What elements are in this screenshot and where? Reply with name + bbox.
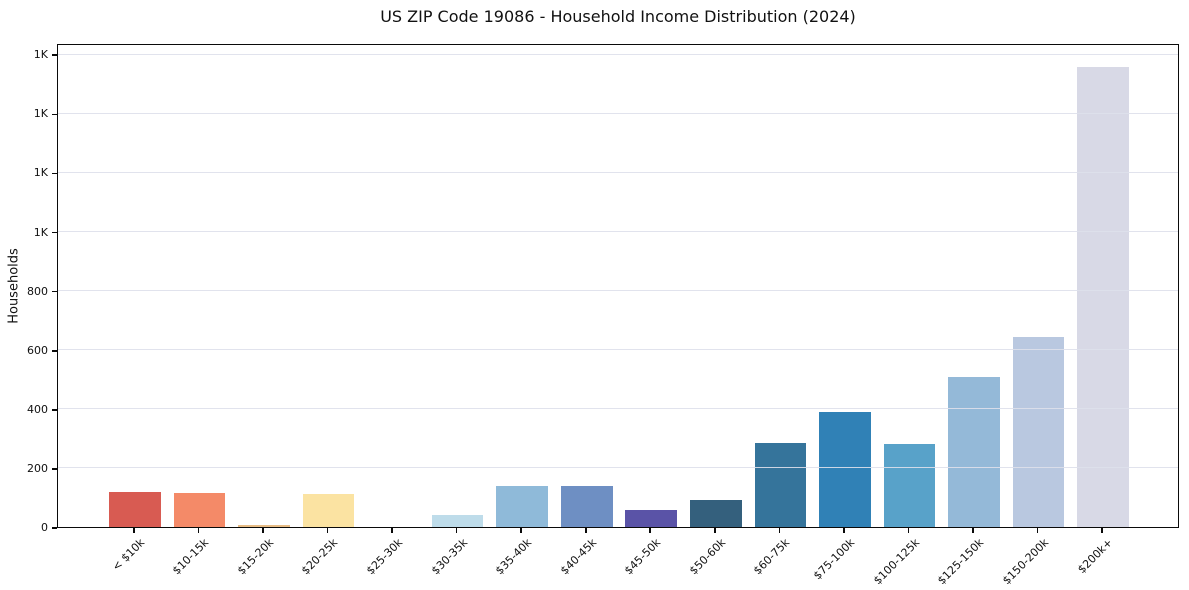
chart-bar [496, 485, 548, 527]
chart-bar [625, 510, 678, 527]
x-tick-mark [1036, 528, 1039, 533]
y-tick-label: 200 [27, 461, 48, 475]
x-tick-label: $20-25k [299, 536, 341, 578]
x-tick-label: $125-150k [935, 536, 987, 588]
x-tick-mark [1101, 528, 1103, 533]
chart-bar [754, 442, 807, 527]
gridline [58, 349, 1178, 351]
x-tick-mark [907, 528, 910, 533]
gridline [58, 467, 1178, 469]
gridline [58, 290, 1178, 292]
x-tick-mark [584, 528, 587, 533]
y-tick-mark [52, 290, 57, 293]
y-tick-label: 0 [41, 521, 48, 534]
x-tick-label: $15-20k [234, 536, 277, 578]
y-tick-label: 1K [33, 166, 48, 180]
chart-bar [948, 377, 1000, 527]
gridline [58, 112, 1178, 114]
x-tick-label: $10-15k [170, 536, 212, 578]
chart-bar [883, 443, 936, 527]
chart-bar [173, 493, 226, 527]
x-tick-label: $200k+ [1075, 536, 1116, 577]
gridline [58, 408, 1178, 410]
x-tick-label: $75-100k [810, 536, 858, 583]
plot-area [57, 44, 1179, 528]
chart-bar [302, 493, 355, 527]
chart-bar [690, 500, 742, 527]
gridline [58, 53, 1178, 55]
y-tick-mark [52, 409, 57, 411]
gridline [58, 231, 1178, 233]
x-tick-label: $40-45k [557, 536, 599, 578]
x-tick-mark [326, 528, 329, 533]
x-tick-label: $25-30k [363, 536, 406, 578]
gridline [58, 171, 1178, 173]
chart-title: US ZIP Code 19086 - Household Income Dis… [380, 7, 856, 26]
y-tick-mark [52, 468, 57, 470]
chart-bar [1012, 337, 1065, 527]
chart-bar [431, 515, 484, 527]
x-tick-label: $45-50k [622, 536, 664, 578]
chart-bar [560, 485, 613, 527]
chart-bar [819, 411, 871, 527]
y-tick-mark [52, 113, 57, 116]
y-tick-mark [52, 231, 57, 234]
x-tick-mark [197, 528, 200, 533]
x-tick-label: < $10k [109, 536, 148, 574]
x-tick-label: $60-75k [751, 536, 793, 578]
chart-bar [238, 524, 290, 527]
x-tick-mark [972, 528, 974, 533]
x-tick-label: $100-125k [870, 536, 922, 588]
y-tick-mark [52, 172, 57, 175]
chart-bar [1077, 66, 1129, 527]
x-tick-mark [649, 528, 652, 533]
chart-bar [109, 491, 161, 527]
x-tick-mark [391, 528, 393, 533]
x-tick-mark [455, 528, 458, 533]
x-tick-mark [714, 528, 716, 533]
x-tick-label: $50-60k [686, 536, 729, 578]
y-tick-label: 1K [33, 225, 48, 239]
y-tick-mark [52, 527, 57, 529]
x-tick-mark [778, 528, 781, 533]
x-tick-mark [520, 528, 522, 533]
y-tick-label: 800 [27, 284, 48, 298]
y-tick-mark [52, 54, 57, 57]
x-tick-mark [843, 528, 845, 533]
y-tick-label: 1K [33, 48, 48, 62]
x-tick-label: $30-35k [428, 536, 470, 578]
y-tick-label: 1K [33, 107, 48, 121]
y-tick-label: 400 [27, 402, 48, 416]
x-tick-mark [133, 528, 135, 533]
y-tick-mark [52, 349, 57, 352]
x-tick-label: $35-40k [493, 536, 535, 578]
x-tick-label: $150-200k [999, 536, 1051, 588]
y-tick-label: 600 [27, 343, 48, 357]
x-tick-mark [262, 528, 264, 533]
